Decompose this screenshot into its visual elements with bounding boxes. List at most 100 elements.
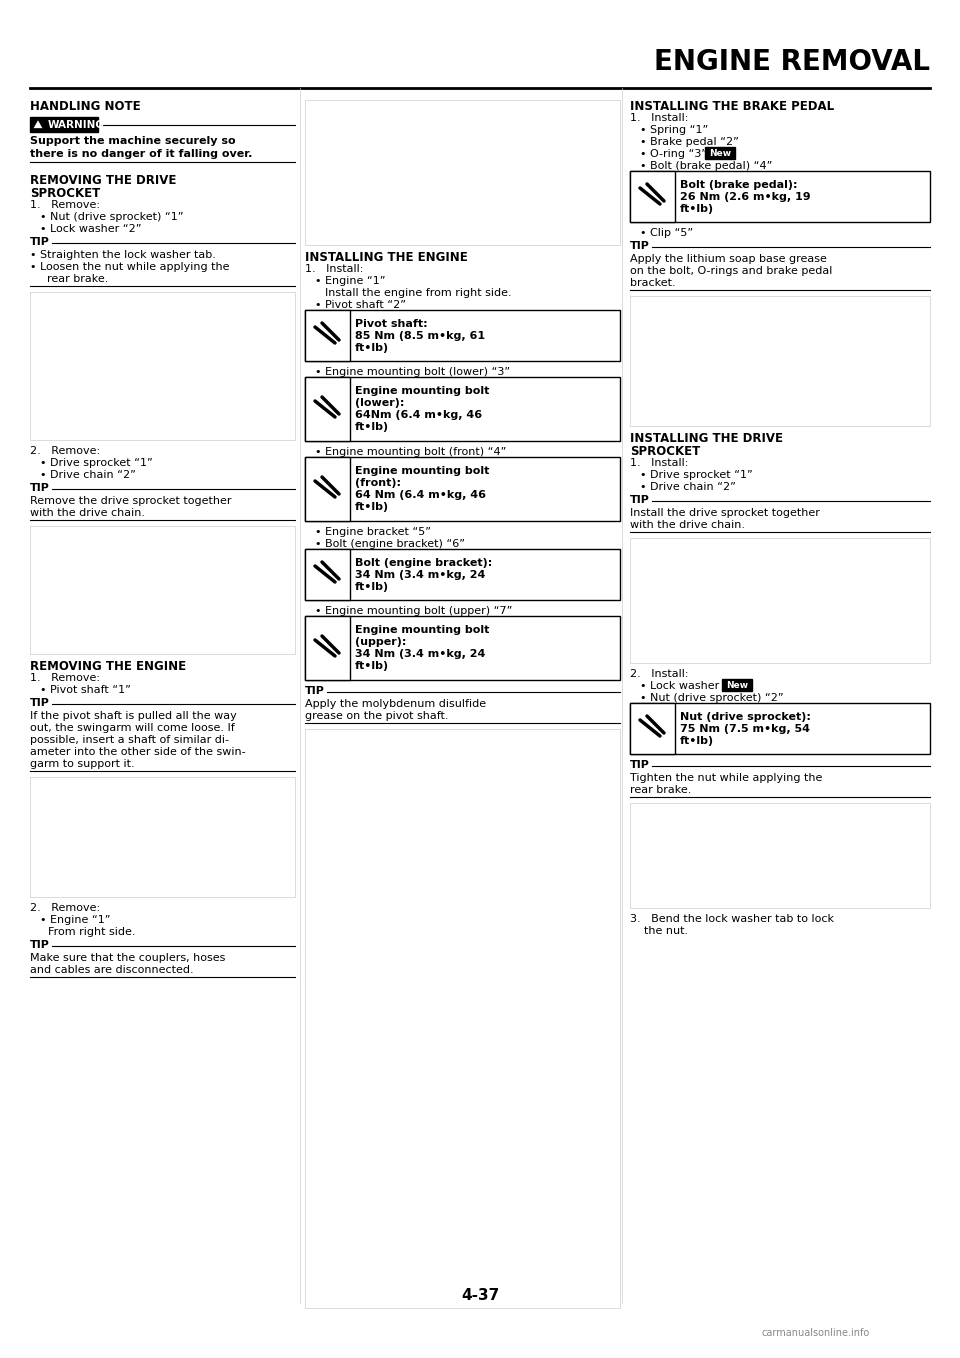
Bar [305, 549, 620, 600]
Text: • Bolt (brake pedal) “4”: • Bolt (brake pedal) “4” [640, 162, 773, 171]
Text: • Engine bracket “5”: • Engine bracket “5” [315, 527, 431, 536]
Text: SPROCKET: SPROCKET [30, 187, 100, 200]
Text: Bolt (engine bracket):: Bolt (engine bracket): [355, 558, 492, 568]
Text: • Engine mounting bolt (front) “4”: • Engine mounting bolt (front) “4” [315, 447, 506, 458]
Text: TIP: TIP [630, 496, 650, 505]
Text: TIP: TIP [30, 483, 50, 493]
Text: INSTALLING THE DRIVE: INSTALLING THE DRIVE [630, 432, 783, 445]
Text: • Engine “1”: • Engine “1” [40, 915, 110, 925]
Text: Make sure that the couplers, hoses: Make sure that the couplers, hoses [30, 953, 226, 963]
Text: SPROCKET: SPROCKET [630, 445, 700, 458]
Text: Support the machine securely so: Support the machine securely so [30, 136, 235, 147]
Text: 4-37: 4-37 [461, 1287, 499, 1302]
Bar [305, 100, 620, 244]
Polygon shape [33, 120, 43, 129]
Text: (lower):: (lower): [355, 398, 404, 407]
Text: TIP: TIP [30, 940, 50, 951]
Bar [305, 458, 350, 521]
Text: ft•lb): ft•lb) [355, 422, 389, 432]
Text: • Nut (drive sprocket) “2”: • Nut (drive sprocket) “2” [640, 693, 783, 703]
Text: Nut (drive sprocket):: Nut (drive sprocket): [680, 712, 811, 722]
Text: From right side.: From right side. [48, 928, 135, 937]
Text: • Drive chain “2”: • Drive chain “2” [40, 470, 136, 479]
Text: • Lock washer “2”: • Lock washer “2” [40, 224, 141, 234]
Text: the nut.: the nut. [644, 926, 688, 936]
Text: 2.   Install:: 2. Install: [630, 669, 688, 679]
Text: (upper):: (upper): [355, 637, 406, 646]
Bar [630, 171, 930, 221]
Text: 2.   Remove:: 2. Remove: [30, 445, 100, 456]
Bar [305, 378, 620, 441]
Text: 1.   Install:: 1. Install: [630, 458, 688, 469]
Text: ENGINE REMOVAL: ENGINE REMOVAL [654, 48, 930, 76]
Text: 64 Nm (6.4 m•kg, 46: 64 Nm (6.4 m•kg, 46 [355, 490, 486, 500]
Text: with the drive chain.: with the drive chain. [630, 520, 745, 530]
Text: ft•lb): ft•lb) [355, 661, 389, 671]
Text: If the pivot shaft is pulled all the way: If the pivot shaft is pulled all the way [30, 712, 237, 721]
Bar [305, 378, 350, 441]
Text: HANDLING NOTE: HANDLING NOTE [30, 100, 140, 113]
Text: • Drive sprocket “1”: • Drive sprocket “1” [40, 458, 153, 469]
Bar [705, 147, 735, 159]
Text: TIP: TIP [30, 698, 50, 708]
Text: 1.   Install:: 1. Install: [305, 263, 364, 274]
Text: (front):: (front): [355, 478, 401, 488]
Text: New: New [726, 680, 748, 690]
Text: • Clip “5”: • Clip “5” [640, 228, 693, 238]
Bar [30, 526, 295, 655]
Text: • Lock washer “1”: • Lock washer “1” [640, 680, 745, 691]
Text: • O-ring “3”: • O-ring “3” [640, 149, 710, 159]
Bar [30, 292, 295, 440]
Text: Engine mounting bolt: Engine mounting bolt [355, 386, 490, 397]
Bar [630, 803, 930, 909]
Bar [305, 617, 350, 680]
Text: • Spring “1”: • Spring “1” [640, 125, 708, 134]
Text: • Straighten the lock washer tab.: • Straighten the lock washer tab. [30, 250, 216, 259]
Text: grease on the pivot shaft.: grease on the pivot shaft. [305, 712, 448, 721]
Text: • Pivot shaft “1”: • Pivot shaft “1” [40, 684, 131, 695]
Bar [630, 703, 675, 754]
Text: rear brake.: rear brake. [630, 785, 691, 794]
Text: Install the drive sprocket together: Install the drive sprocket together [630, 508, 820, 517]
Text: REMOVING THE DRIVE: REMOVING THE DRIVE [30, 174, 177, 187]
Text: possible, insert a shaft of similar di-: possible, insert a shaft of similar di- [30, 735, 229, 746]
Text: 1.   Remove:: 1. Remove: [30, 674, 100, 683]
Text: • Engine mounting bolt (lower) “3”: • Engine mounting bolt (lower) “3” [315, 367, 510, 378]
Text: TIP: TIP [305, 686, 324, 697]
Text: • Drive sprocket “1”: • Drive sprocket “1” [640, 470, 753, 479]
Text: ft•lb): ft•lb) [355, 344, 389, 353]
Text: 1.   Remove:: 1. Remove: [30, 200, 100, 210]
Text: TIP: TIP [630, 240, 650, 251]
Text: with the drive chain.: with the drive chain. [30, 508, 145, 517]
Bar [305, 310, 350, 361]
Text: • Drive chain “2”: • Drive chain “2” [640, 482, 736, 492]
Text: 85 Nm (8.5 m•kg, 61: 85 Nm (8.5 m•kg, 61 [355, 331, 485, 341]
Text: bracket.: bracket. [630, 278, 676, 288]
Bar [630, 538, 930, 663]
Text: • Pivot shaft “2”: • Pivot shaft “2” [315, 300, 406, 310]
Text: 34 Nm (3.4 m•kg, 24: 34 Nm (3.4 m•kg, 24 [355, 649, 486, 659]
Text: Apply the molybdenum disulfide: Apply the molybdenum disulfide [305, 699, 486, 709]
Text: 3.   Bend the lock washer tab to lock: 3. Bend the lock washer tab to lock [630, 914, 834, 923]
Text: 26 Nm (2.6 m•kg, 19: 26 Nm (2.6 m•kg, 19 [680, 191, 810, 202]
Text: INSTALLING THE BRAKE PEDAL: INSTALLING THE BRAKE PEDAL [630, 100, 834, 113]
Bar [30, 777, 295, 898]
Text: on the bolt, O-rings and brake pedal: on the bolt, O-rings and brake pedal [630, 266, 832, 276]
Text: New: New [708, 148, 732, 158]
Text: ft•lb): ft•lb) [680, 736, 714, 746]
Text: • Bolt (engine bracket) “6”: • Bolt (engine bracket) “6” [315, 539, 465, 549]
Text: • Engine “1”: • Engine “1” [315, 276, 386, 287]
Text: Tighten the nut while applying the: Tighten the nut while applying the [630, 773, 823, 784]
Text: 2.   Remove:: 2. Remove: [30, 903, 100, 913]
Text: • Brake pedal “2”: • Brake pedal “2” [640, 137, 739, 147]
Text: Remove the drive sprocket together: Remove the drive sprocket together [30, 496, 231, 507]
Text: Install the engine from right side.: Install the engine from right side. [325, 288, 512, 297]
Text: INSTALLING THE ENGINE: INSTALLING THE ENGINE [305, 251, 468, 263]
Text: • Nut (drive sprocket) “1”: • Nut (drive sprocket) “1” [40, 212, 183, 221]
Text: out, the swingarm will come loose. If: out, the swingarm will come loose. If [30, 722, 235, 733]
Text: 1.   Install:: 1. Install: [630, 113, 688, 124]
Bar [722, 679, 752, 691]
Text: and cables are disconnected.: and cables are disconnected. [30, 966, 194, 975]
Bar [305, 310, 620, 361]
Text: Pivot shaft:: Pivot shaft: [355, 319, 427, 329]
